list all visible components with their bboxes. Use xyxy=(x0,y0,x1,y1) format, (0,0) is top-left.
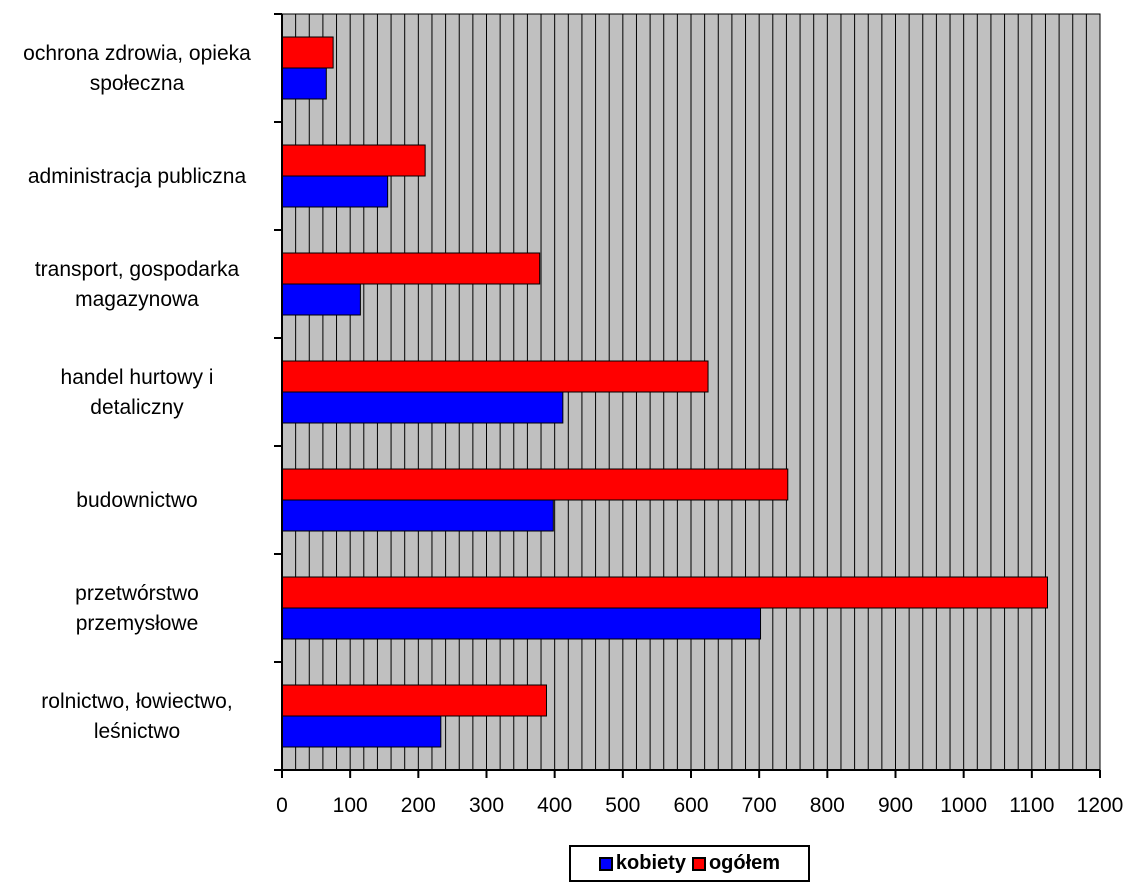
x-tick-label: 1100 xyxy=(1009,794,1054,817)
category-label: rolnictwo, łowiectwo, xyxy=(41,690,232,713)
bar-ogółem xyxy=(281,468,789,501)
legend-swatch-kobiety xyxy=(598,856,613,871)
category-label: leśnictwo xyxy=(94,720,180,743)
x-tick-label: 800 xyxy=(810,794,845,817)
legend: kobiety ogółem xyxy=(569,845,810,882)
x-tick-label: 1200 xyxy=(1077,794,1124,817)
bar-ogółem xyxy=(281,36,334,69)
bar-kobiety xyxy=(281,715,442,748)
bar-ogółem xyxy=(281,360,709,393)
bar-ogółem xyxy=(281,684,547,717)
x-tick-label: 1000 xyxy=(940,794,987,817)
category-label: ochrona zdrowia, opieka xyxy=(23,42,251,65)
legend-item-ogolem: ogółem xyxy=(691,852,781,875)
bar-kobiety xyxy=(281,391,564,424)
legend-label-ogolem: ogółem xyxy=(708,852,781,874)
bar-kobiety xyxy=(281,67,327,100)
category-labels: ochrona zdrowia, opieka społeczna administ… xyxy=(23,42,251,743)
x-tick-label: 200 xyxy=(401,794,436,817)
x-tick-label: 0 xyxy=(276,794,288,817)
bar-ogółem xyxy=(281,576,1049,609)
category-label: magazynowa xyxy=(75,288,199,311)
legend-swatch-ogolem xyxy=(691,856,706,871)
bar-ogółem xyxy=(281,144,426,177)
bar-kobiety xyxy=(281,283,361,316)
legend-item-kobiety: kobiety xyxy=(598,852,686,875)
bars xyxy=(281,36,1049,748)
x-tick-label: 100 xyxy=(333,794,368,817)
bar-kobiety xyxy=(281,607,762,640)
category-label: budownictwo xyxy=(76,489,197,512)
category-label: przemysłowe xyxy=(76,612,199,635)
category-label: detaliczny xyxy=(90,396,184,419)
bar-kobiety xyxy=(281,499,554,532)
category-label: przetwórstwo xyxy=(75,582,199,605)
x-tick-label: 900 xyxy=(878,794,913,817)
axes xyxy=(274,13,1101,778)
x-tick-label: 400 xyxy=(537,794,572,817)
x-tick-label: 300 xyxy=(469,794,504,817)
x-tick-label: 500 xyxy=(605,794,640,817)
category-label: handel hurtowy i xyxy=(61,366,214,389)
x-tick-labels: 0 100 200 300 400 500 600 700 800 900 1000 1100 1200 xyxy=(276,794,1123,817)
category-label: transport, gospodarka xyxy=(35,258,240,281)
bar-ogółem xyxy=(281,252,541,285)
legend-label-kobiety: kobiety xyxy=(615,852,686,874)
category-label: administracja publiczna xyxy=(28,165,247,188)
category-label: społeczna xyxy=(90,72,185,95)
x-tick-label: 600 xyxy=(673,794,708,817)
x-tick-label: 700 xyxy=(742,794,777,817)
bar-kobiety xyxy=(281,175,389,208)
